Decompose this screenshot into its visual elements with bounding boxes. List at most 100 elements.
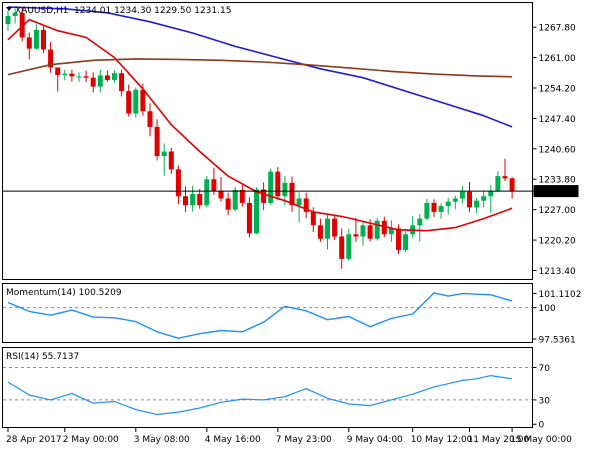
candle-body (232, 189, 238, 210)
candle-body (346, 234, 352, 259)
candle-body (112, 73, 117, 80)
candle-body (332, 218, 338, 237)
candle-body (282, 182, 288, 197)
price-axis-label: 1227.00 (539, 206, 576, 216)
candle-body (190, 194, 196, 206)
time-axis-label: 11 May 20:00 (468, 435, 530, 445)
candle-body (374, 220, 380, 239)
candle-body (360, 225, 366, 237)
price-axis-label: 1240.60 (539, 145, 576, 155)
candle-body (140, 89, 146, 112)
sma-fast-line (7, 18, 513, 232)
candle-body (325, 218, 330, 239)
time-axis-label: 4 May 16:00 (205, 435, 261, 445)
time-axis-label: 15 May 00:00 (510, 435, 572, 445)
price-chart (3, 6, 533, 269)
momentum-axis-label: 97.5361 (539, 335, 576, 345)
candle-body (12, 12, 18, 16)
price-pane-frame (2, 2, 533, 280)
time-axis-label: 10 May 12:00 (411, 435, 473, 445)
candle-body (261, 189, 267, 203)
candle-body (367, 225, 373, 239)
candle-body (388, 228, 394, 235)
candle-body (197, 194, 203, 206)
price-axis-label: 1267.80 (539, 24, 576, 34)
candle-body (254, 189, 259, 234)
candle-body (296, 198, 302, 206)
rsi-chart (3, 366, 533, 416)
rsi-pane-frame (2, 347, 533, 428)
candle-body (275, 171, 281, 197)
candle-body (481, 196, 487, 201)
candle-body (459, 191, 465, 199)
candle-body (62, 73, 68, 76)
candle-body (502, 176, 508, 179)
candle-body (33, 29, 39, 49)
time-axis-label: 3 May 08:00 (134, 435, 190, 445)
candle-body (97, 75, 103, 87)
candle-body (403, 234, 409, 250)
momentum-line (7, 292, 513, 339)
price-axis-label: 1261.00 (539, 54, 576, 64)
momentum-axis-label: 100 (539, 304, 556, 314)
price-axis-label: 1233.80 (539, 176, 576, 186)
price-axis-label: 1220.20 (539, 237, 576, 247)
candle-body (5, 15, 11, 25)
momentum-title: Momentum(14) 100.5209 (6, 288, 122, 298)
candle-body (147, 111, 153, 127)
candle-body (183, 196, 188, 206)
candle-body (55, 67, 61, 76)
candle-body (175, 169, 181, 197)
time-axis-label: 7 May 23:00 (276, 435, 332, 445)
candle-body (424, 202, 430, 219)
candle-body (211, 179, 217, 191)
candle-body (225, 198, 231, 210)
candle-body (83, 76, 89, 78)
candle-body (381, 220, 387, 235)
candle-body (431, 202, 437, 212)
sma-mid-line (7, 6, 513, 128)
rsi-axis-label: 30 (539, 396, 551, 406)
candle-body (161, 151, 167, 156)
candle-body (417, 218, 423, 226)
candle-body (246, 202, 252, 234)
candle-body (90, 77, 96, 87)
candle-body (474, 200, 480, 208)
dropdown-triangle-icon[interactable] (6, 7, 12, 11)
candle-body (289, 182, 295, 206)
candle-body (268, 171, 274, 203)
time-axis-label: 2 May 00:00 (63, 435, 119, 445)
candle-body (168, 151, 174, 170)
price-axis-label: 1254.20 (539, 84, 576, 94)
candle-body (104, 75, 110, 80)
price-axis-label: 1247.40 (539, 115, 576, 125)
candle-body (509, 178, 515, 192)
time-axis-label: 28 Apr 2017 (6, 435, 62, 445)
rsi-axis-label: 0 (539, 421, 545, 431)
candle-body (133, 89, 139, 114)
current-price-label-bg (533, 185, 579, 198)
candle-body (218, 190, 224, 199)
symbol-label: XAUUSD,H1 (15, 6, 69, 16)
rsi-title: RSI(14) 55.7137 (6, 352, 79, 362)
ohlc-readout: 1234.01 1234.30 1229.50 1231.15 (74, 6, 231, 16)
candle-body (445, 201, 451, 207)
candle-body (48, 49, 54, 68)
candle-body (452, 198, 458, 202)
momentum-chart (3, 292, 533, 339)
candle-body (154, 126, 160, 156)
candle-body (76, 76, 82, 78)
candle-body (126, 91, 132, 114)
candle-body (119, 73, 125, 92)
candle-body (317, 225, 323, 239)
candle-body (19, 12, 25, 38)
time-axis-label: 9 May 04:00 (347, 435, 403, 445)
candle-body (69, 73, 75, 77)
candle-body (339, 236, 345, 259)
sma-slow-line (7, 58, 513, 78)
candle-body (396, 228, 401, 250)
candle-body (467, 191, 472, 208)
candle-body (26, 37, 32, 49)
candle-body (438, 206, 444, 212)
